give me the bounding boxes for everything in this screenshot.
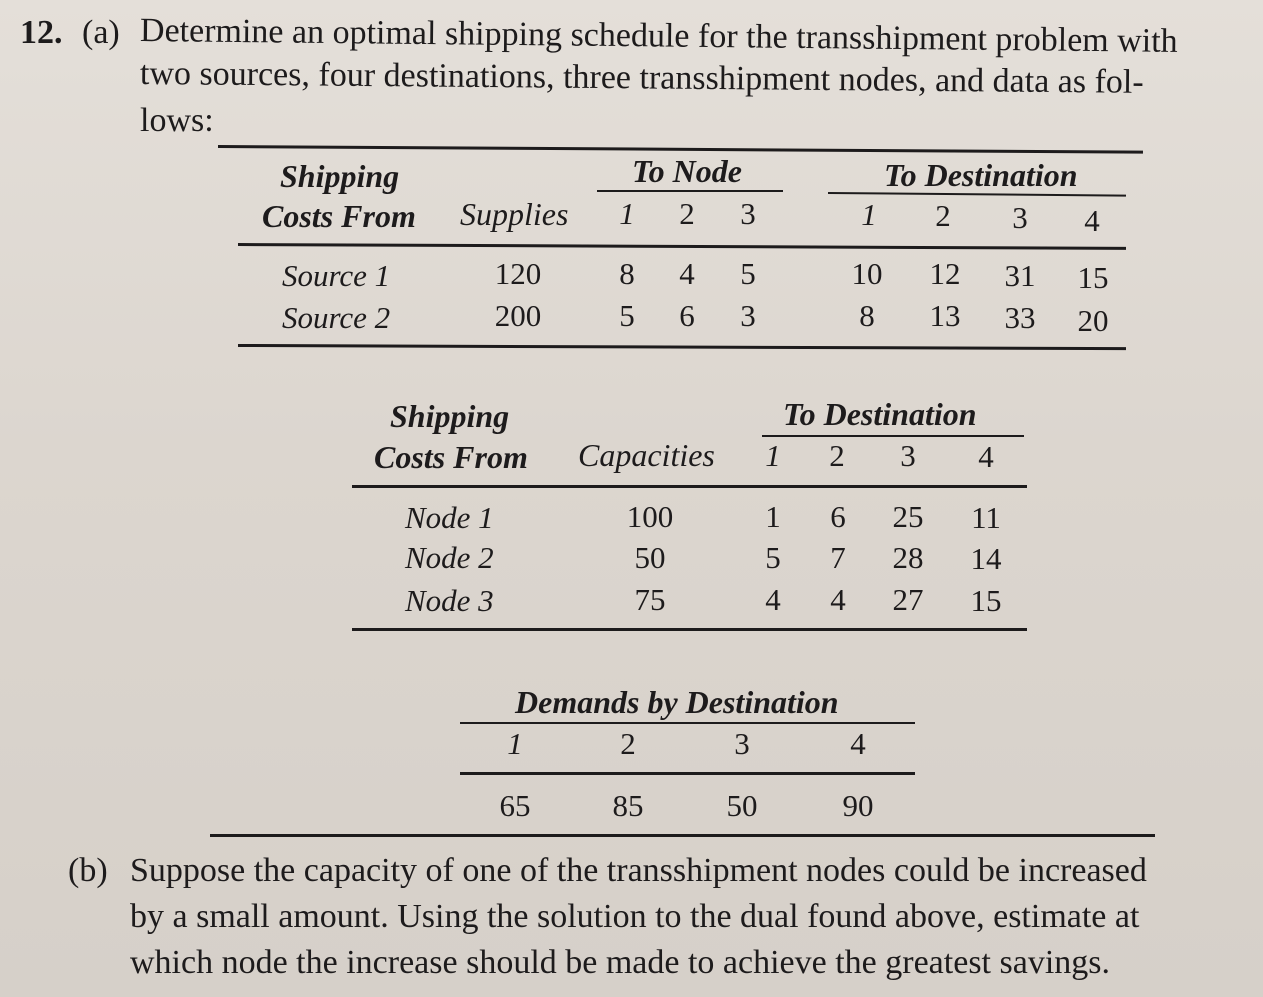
table2-cell: 4 <box>830 582 846 617</box>
table3-col: 2 <box>620 726 636 761</box>
table1-header-to-destination: To Destination <box>884 157 1078 193</box>
table2-capacity: 50 <box>634 540 666 575</box>
part-a-line-2: two sources, four destinations, three tr… <box>139 55 1144 101</box>
table1-supply: 200 <box>494 298 542 333</box>
table2-row-label: Node 2 <box>405 540 494 575</box>
table1-row-label: Source 2 <box>282 300 391 335</box>
part-b-label: (b) <box>68 852 108 889</box>
table2-cell: 4 <box>765 582 781 617</box>
table1-dest-col-2: 2 <box>935 198 951 233</box>
problem-number: 12. <box>20 14 63 51</box>
table1-header-shipping: Shipping <box>280 158 400 194</box>
table3-bottom-rule <box>210 834 1155 837</box>
table1-header-rule <box>237 243 1126 250</box>
table1-header-costs-from: Costs From <box>262 198 416 234</box>
table3-col: 1 <box>507 726 523 761</box>
part-b-line-3: which node the increase should be made t… <box>130 944 1110 981</box>
table2-dest-col-3: 3 <box>900 438 916 473</box>
table1-cell: 20 <box>1077 303 1109 338</box>
table2-cell: 5 <box>765 540 781 575</box>
table1-cell: 13 <box>929 298 961 333</box>
table1-cell: 10 <box>851 256 883 291</box>
table1-dest-col-3: 3 <box>1012 200 1028 235</box>
table1-cell: 31 <box>1004 258 1036 293</box>
table2-cell: 28 <box>892 540 924 575</box>
part-a-line-1: Determine an optimal shipping schedule f… <box>139 12 1178 60</box>
table2-cell: 11 <box>971 500 1001 535</box>
table3-header-rule <box>460 772 915 775</box>
table1-dest-col-4: 4 <box>1084 203 1100 238</box>
table2-header-to-destination: To Destination <box>783 396 977 432</box>
table2-cell: 14 <box>970 541 1002 576</box>
table1-cell: 8 <box>619 256 635 291</box>
part-a-line-3: lows: <box>140 102 214 139</box>
table2-header-shipping: Shipping <box>390 398 510 434</box>
table1-node-col-3: 3 <box>740 196 756 231</box>
table2-header-rule <box>352 485 1027 488</box>
table2-row-label: Node 3 <box>405 583 494 618</box>
table2-cell: 7 <box>830 540 846 575</box>
table2-dest-col-2: 2 <box>829 438 845 473</box>
table1-row-label: Source 1 <box>282 258 391 293</box>
part-a-label: (a) <box>82 14 120 51</box>
table1-header-supplies: Supplies <box>460 196 569 232</box>
table1-bottom-rule <box>237 344 1126 351</box>
table2-header-costs-from: Costs From <box>374 439 528 475</box>
table1-dest-col-1: 1 <box>861 197 877 232</box>
to-destination-rule-1 <box>827 192 1126 197</box>
table2-dest-col-4: 4 <box>978 439 994 474</box>
table2-capacity: 100 <box>626 499 674 534</box>
table2-capacity: 75 <box>634 582 666 617</box>
table2-cell: 27 <box>892 582 924 617</box>
table1-cell: 4 <box>679 256 695 291</box>
table1-cell: 5 <box>619 298 635 333</box>
table1-cell: 8 <box>859 298 875 333</box>
table3-header-underline <box>460 722 915 724</box>
to-node-rule <box>597 190 783 192</box>
to-destination-rule-2 <box>762 435 1024 437</box>
part-b-line-1: Suppose the capacity of one of the trans… <box>130 852 1147 889</box>
table2-cell: 15 <box>970 583 1002 618</box>
table3-header: Demands by Destination <box>515 684 839 720</box>
table1-cell: 33 <box>1004 300 1036 335</box>
table1-node-col-1: 1 <box>619 196 635 231</box>
table3-col: 4 <box>850 726 866 761</box>
table1-cell: 15 <box>1077 260 1109 295</box>
table1-cell: 6 <box>679 298 695 333</box>
table2-cell: 25 <box>892 499 924 534</box>
table1-cell: 12 <box>929 256 961 291</box>
table2-cell: 6 <box>830 499 846 534</box>
table2-header-capacities: Capacities <box>578 437 715 473</box>
table1-node-col-2: 2 <box>679 196 695 231</box>
table1-header-to-node: To Node <box>632 153 742 189</box>
table2-bottom-rule <box>352 628 1027 631</box>
table3-value: 50 <box>726 788 758 823</box>
table3-value: 85 <box>612 788 644 823</box>
table3-value: 90 <box>842 788 874 823</box>
table2-cell: 1 <box>765 499 781 534</box>
table2-dest-col-1: 1 <box>765 438 781 473</box>
table3-col: 3 <box>734 726 750 761</box>
table1-supply: 120 <box>494 256 542 291</box>
part-b-line-2: by a small amount. Using the solution to… <box>130 898 1140 935</box>
table1-cell: 5 <box>740 256 756 291</box>
table3-value: 65 <box>499 788 531 823</box>
table1-cell: 3 <box>740 298 756 333</box>
table2-row-label: Node 1 <box>405 500 494 535</box>
